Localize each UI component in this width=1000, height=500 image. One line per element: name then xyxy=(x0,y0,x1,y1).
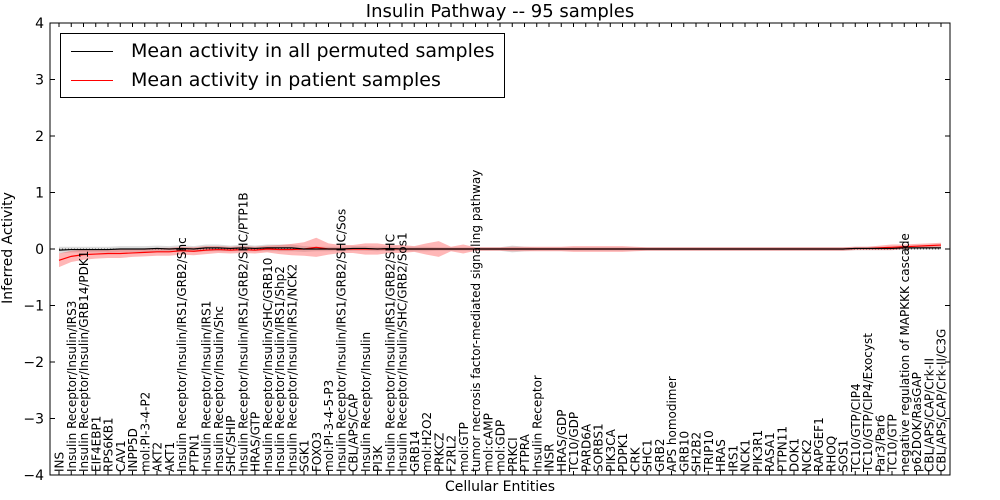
x-tick-label: mol:PI-3-4-P2 xyxy=(138,392,152,472)
x-tick-label: PIK3R1 xyxy=(751,430,765,472)
x-tick-label: SHC1 xyxy=(641,439,655,472)
legend: Mean activity in all permuted samples Me… xyxy=(60,33,505,98)
x-tick-label: Insulin Receptor/Insulin/Shc xyxy=(212,306,226,472)
x-tick-label: AKT2 xyxy=(151,442,165,472)
x-tick-label: GRB10 xyxy=(677,431,691,472)
x-tick-label: HRAS/GTP xyxy=(249,412,263,472)
x-tick-label: negative regulation of MAPKKK cascade xyxy=(898,233,912,472)
x-tick-label: Insulin Receptor/Insulin/IRS1/GRB2/SHC xyxy=(383,234,397,472)
x-tick-label: CBL/APS/CAP xyxy=(347,394,361,472)
x-tick-label: p62DOK/RasGAP xyxy=(910,372,924,472)
x-tick-label: F2RL2 xyxy=(445,435,459,472)
x-tick-label: tumor necrosis factor-mediated signaling… xyxy=(469,170,483,472)
x-tick-label: PTPN1 xyxy=(187,434,201,472)
x-tick-label: RHOQ xyxy=(824,436,838,472)
x-tick-label: SH2B2 xyxy=(690,432,704,472)
legend-label-patient: Mean activity in patient samples xyxy=(131,69,441,91)
x-tick-label: Insulin Receptor/Insulin/IRS1 xyxy=(200,301,214,472)
x-tick-label: CBL/APS/CAP/Crk-II xyxy=(922,358,936,472)
x-tick-label: CAV1 xyxy=(114,440,128,472)
x-tick-label: mol:cAMP xyxy=(481,413,495,472)
x-tick-label: Insulin Receptor/Insulin/GRB14/PDK1 xyxy=(77,251,91,472)
x-tick-label: EIF4EBP1 xyxy=(89,416,103,472)
x-tick-label: TC10/GDP xyxy=(567,412,581,473)
x-tick-label: INSR xyxy=(543,444,557,472)
legend-swatch-patient xyxy=(71,80,113,81)
x-tick-label: INS xyxy=(53,452,67,472)
x-tick-label: NCK1 xyxy=(739,439,753,472)
x-tick-label: PARD6A xyxy=(579,423,593,472)
y-tick-label: 1 xyxy=(35,186,44,202)
x-tick-label: RPS6KB1 xyxy=(102,417,116,472)
y-tick-label: 3 xyxy=(35,73,44,89)
x-tick-label: GRB2 xyxy=(653,438,667,472)
y-tick-label: −2 xyxy=(23,355,44,371)
x-tick-label: IRS1 xyxy=(726,445,740,472)
x-tick-label: TC10/GTP/CIP4/Exocyst xyxy=(861,333,875,473)
x-tick-label: GRB14 xyxy=(408,431,422,472)
x-tick-label: FOXO3 xyxy=(310,432,324,472)
legend-entry-patient: Mean activity in patient samples xyxy=(71,67,441,93)
x-tick-label: PI3K xyxy=(371,445,385,472)
x-tick-label: APS homodimer xyxy=(665,376,679,472)
x-tick-label: PRKCZ xyxy=(432,433,446,472)
x-tick-label: Insulin Receptor/Insulin/IRS1/GRB2/SHC/P… xyxy=(236,192,250,472)
x-tick-label: NCK2 xyxy=(800,439,814,472)
y-tick-label: −3 xyxy=(23,412,44,428)
x-tick-label: RASA1 xyxy=(763,432,777,472)
x-tick-label: PDPK1 xyxy=(616,433,630,472)
x-tick-label: Insulin Receptor/Insulin/IRS1/GRB2/SHC/S… xyxy=(334,209,348,472)
y-axis-label: Inferred Activity xyxy=(0,192,16,304)
x-tick-label: mol:PI-3-4-5-P3 xyxy=(322,380,336,472)
legend-entry-permuted: Mean activity in all permuted samples xyxy=(71,38,494,64)
x-tick-label: Insulin Receptor/Insulin/SHC/GRB10 xyxy=(261,258,275,472)
x-axis-label: Cellular Entities xyxy=(444,479,556,495)
y-tick-label: 4 xyxy=(35,16,44,32)
x-tick-label: mol:GTP xyxy=(457,422,471,472)
x-tick-label: HRAS xyxy=(714,439,728,472)
x-tick-label: CRK xyxy=(628,446,642,472)
x-tick-label: Insulin Receptor/Insulin/IRS1/Shp2 xyxy=(273,266,287,472)
y-tick-label: −1 xyxy=(23,299,44,315)
x-tick-label: Insulin Receptor/Insulin/SHC/GRB2/Sos1 xyxy=(396,232,410,472)
x-tick-label: PIK3CA xyxy=(604,428,618,472)
x-tick-label: Insulin Receptor/Insulin/IRS3 xyxy=(65,301,79,472)
y-tick-label: 0 xyxy=(35,242,44,258)
x-tick-label: SOS1 xyxy=(837,440,851,472)
x-tick-label: Insulin Receptor/Insulin xyxy=(359,332,373,472)
x-tick-label: DOK1 xyxy=(788,438,802,472)
x-tick-label: SGK1 xyxy=(298,440,312,472)
legend-label-permuted: Mean activity in all permuted samples xyxy=(131,40,495,62)
x-tick-label: TRIP10 xyxy=(702,430,716,473)
x-tick-label: Insulin Receptor/Insulin/IRS1/GRB2/Shc xyxy=(175,237,189,472)
x-tick-label: AKT1 xyxy=(163,442,177,472)
x-tick-label: Par3/Par6 xyxy=(873,415,887,472)
x-tick-label: CBL/APS/CAP/Crk-II/C3G xyxy=(935,329,949,472)
x-tick-label: Insulin Receptor xyxy=(530,375,544,472)
chart-title: Insulin Pathway -- 95 samples xyxy=(365,1,635,22)
x-tick-label: PRKCI xyxy=(506,437,520,472)
x-tick-label: PTPN11 xyxy=(775,426,789,472)
legend-swatch-permuted xyxy=(71,51,113,52)
x-tick-label: mol:H2O2 xyxy=(420,412,434,472)
x-tick-label: TC10/GTP/CIP4 xyxy=(849,383,863,473)
x-tick-label: RAPGEF1 xyxy=(812,417,826,472)
x-tick-label: HRAS/GDP xyxy=(555,409,569,472)
x-tick-label: INPP5D xyxy=(126,428,140,472)
y-tick-label: −4 xyxy=(23,468,44,484)
x-tick-label: SHC/SHIP xyxy=(224,416,238,472)
x-tick-label: Insulin Receptor/Insulin/IRS1/NCK2 xyxy=(285,264,299,472)
x-tick-label: mol:GDP xyxy=(494,420,508,472)
line-permuted xyxy=(58,247,941,251)
band-patient xyxy=(59,237,941,268)
y-tick-label: 2 xyxy=(35,129,44,145)
x-tick-label: PTPRA xyxy=(518,433,532,472)
x-tick-label: SORBS1 xyxy=(592,423,606,472)
x-tick-label: TC10/GTP xyxy=(886,414,900,473)
